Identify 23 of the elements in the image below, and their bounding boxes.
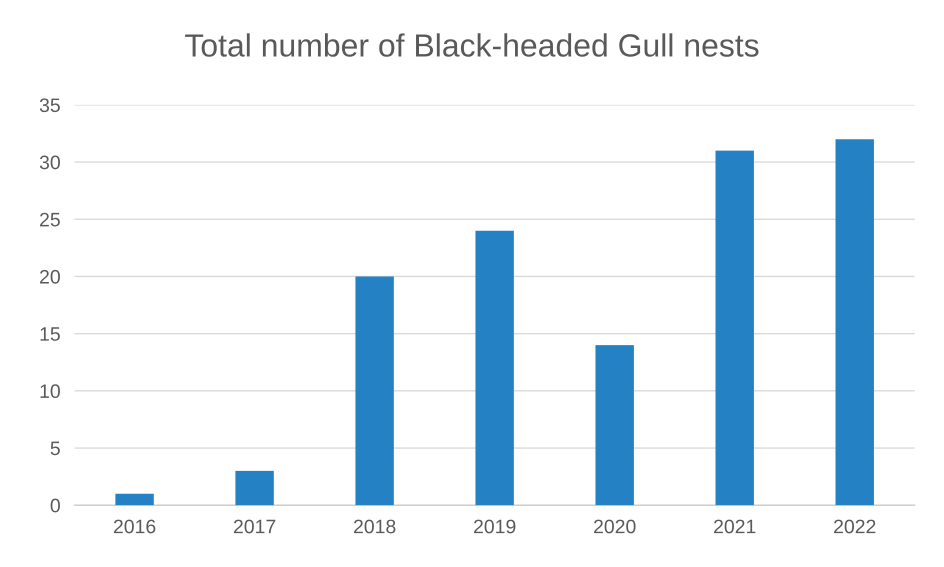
bar	[716, 150, 754, 506]
x-tick-label: 2020	[594, 520, 636, 534]
x-tick-label: 2017	[234, 520, 276, 534]
y-tick-label: 10	[40, 384, 60, 398]
bar	[235, 470, 274, 506]
y-tick-label: 20	[40, 270, 60, 284]
x-tick-label: 2016	[114, 520, 156, 534]
bar	[115, 494, 154, 506]
y-tick-label: 5	[50, 442, 60, 456]
x-tick-label: 2019	[474, 520, 516, 534]
y-tick-label: 15	[40, 327, 60, 341]
y-tick-label: 35	[40, 98, 60, 112]
y-tick-label: 25	[40, 212, 60, 227]
bar	[475, 230, 514, 506]
x-tick-label: 2021	[714, 520, 756, 534]
x-tick-label: 2018	[354, 520, 396, 534]
y-tick-label: 30	[40, 156, 60, 170]
chart-title: Total number of Black-headed Gull nests	[185, 33, 759, 57]
y-tick-label: 0	[50, 498, 60, 512]
bar	[836, 139, 874, 506]
bar	[595, 345, 634, 506]
bar	[355, 276, 394, 506]
x-tick-label: 2022	[834, 520, 876, 534]
